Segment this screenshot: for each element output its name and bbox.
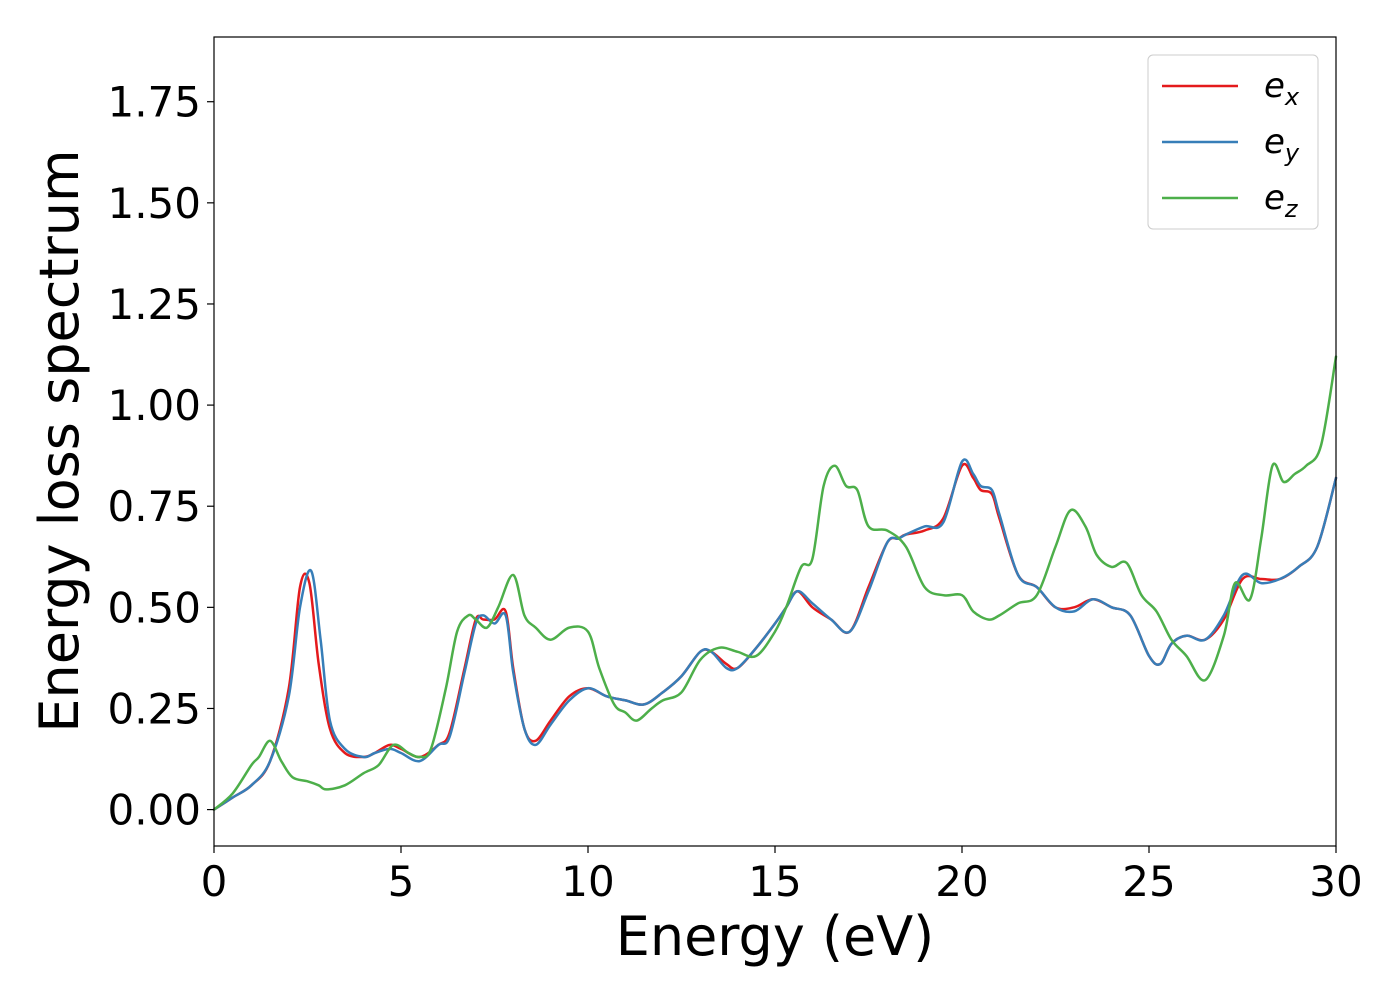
- x-tick-label: 30: [1309, 857, 1362, 906]
- series-layer: [212, 355, 1338, 811]
- x-tick-label: 15: [748, 857, 801, 906]
- y-axis: 0.00 0.25 0.50 0.75 1.00 1.25 1.50 1.75: [107, 78, 214, 835]
- x-axis-title: Energy (eV): [616, 905, 935, 968]
- y-tick-label: 0.75: [107, 482, 201, 531]
- x-tick-label: 0: [201, 857, 228, 906]
- y-tick-label: 0.25: [107, 684, 201, 733]
- y-tick-label: 0.00: [107, 786, 201, 835]
- y-tick-label: 1.25: [107, 280, 201, 329]
- series-line-y: [212, 458, 1338, 811]
- y-tick-label: 1.00: [107, 381, 201, 430]
- y-axis-title: Energy loss spectrum: [28, 149, 91, 732]
- x-tick-label: 10: [561, 857, 614, 906]
- legend-label-y: ey: [1264, 122, 1300, 167]
- legend-label-z: ez: [1264, 178, 1299, 223]
- y-tick-label: 1.75: [107, 78, 201, 127]
- series-line-z: [212, 355, 1338, 811]
- x-tick-label: 5: [388, 857, 415, 906]
- x-tick-label: 20: [935, 857, 988, 906]
- legend-label-x: ex: [1264, 66, 1300, 111]
- series-line-x: [212, 462, 1338, 811]
- y-tick-label: 1.50: [107, 179, 201, 228]
- y-tick-label: 0.50: [107, 583, 201, 632]
- x-tick-label: 25: [1122, 857, 1175, 906]
- legend: ex ey ez: [1147, 54, 1319, 230]
- x-axis: 0 5 10 15 20 25 30: [201, 846, 1363, 906]
